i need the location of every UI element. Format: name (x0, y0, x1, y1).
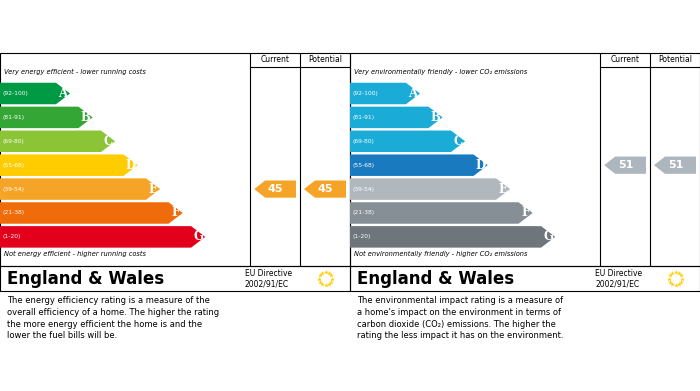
Text: The energy efficiency rating is a measure of the
overall efficiency of a home. T: The energy efficiency rating is a measur… (7, 296, 219, 341)
Polygon shape (0, 178, 160, 200)
Text: EU Directive
2002/91/EC: EU Directive 2002/91/EC (245, 269, 292, 288)
Text: 51: 51 (668, 160, 683, 170)
Text: E: E (148, 183, 158, 196)
Text: Environmental Impact (CO₂) Rating: Environmental Impact (CO₂) Rating (360, 20, 606, 33)
Text: Energy Efficiency Rating: Energy Efficiency Rating (10, 20, 182, 33)
Text: F: F (172, 206, 180, 219)
Polygon shape (350, 202, 533, 224)
Text: (92-100): (92-100) (352, 91, 378, 96)
Text: 45: 45 (268, 184, 284, 194)
Polygon shape (0, 202, 183, 224)
Polygon shape (350, 83, 420, 104)
Text: G: G (193, 230, 203, 243)
Text: Not environmentally friendly - higher CO₂ emissions: Not environmentally friendly - higher CO… (354, 251, 527, 257)
Polygon shape (350, 226, 555, 248)
Text: (55-68): (55-68) (3, 163, 25, 168)
Text: (92-100): (92-100) (3, 91, 28, 96)
Polygon shape (350, 178, 510, 200)
Text: (21-38): (21-38) (352, 210, 375, 215)
Text: (39-54): (39-54) (3, 187, 25, 192)
Text: (1-20): (1-20) (3, 234, 21, 239)
Text: A: A (58, 87, 68, 100)
Text: D: D (125, 159, 136, 172)
Text: Very energy efficient - lower running costs: Very energy efficient - lower running co… (4, 69, 146, 75)
Polygon shape (0, 107, 92, 128)
Text: G: G (543, 230, 553, 243)
Text: B: B (430, 111, 440, 124)
Text: F: F (522, 206, 530, 219)
Text: Very environmentally friendly - lower CO₂ emissions: Very environmentally friendly - lower CO… (354, 69, 527, 75)
Text: England & Wales: England & Wales (357, 269, 514, 288)
Text: (1-20): (1-20) (352, 234, 371, 239)
Text: (69-80): (69-80) (352, 139, 375, 144)
Text: EU Directive
2002/91/EC: EU Directive 2002/91/EC (595, 269, 642, 288)
Text: Potential: Potential (658, 55, 692, 64)
Text: (81-91): (81-91) (3, 115, 25, 120)
Polygon shape (0, 83, 70, 104)
Polygon shape (254, 181, 296, 198)
Polygon shape (0, 131, 115, 152)
Polygon shape (304, 181, 346, 198)
Polygon shape (604, 156, 646, 174)
Polygon shape (350, 107, 442, 128)
Text: (21-38): (21-38) (3, 210, 25, 215)
Text: 45: 45 (318, 184, 333, 194)
Text: The environmental impact rating is a measure of
a home's impact on the environme: The environmental impact rating is a mea… (357, 296, 564, 341)
Text: England & Wales: England & Wales (7, 269, 164, 288)
Text: 51: 51 (618, 160, 634, 170)
Text: (81-91): (81-91) (352, 115, 375, 120)
Text: B: B (80, 111, 90, 124)
Text: C: C (104, 135, 113, 148)
Polygon shape (0, 154, 138, 176)
Text: (55-68): (55-68) (352, 163, 375, 168)
Text: Potential: Potential (308, 55, 342, 64)
Text: C: C (454, 135, 463, 148)
Polygon shape (350, 131, 465, 152)
Text: (39-54): (39-54) (352, 187, 375, 192)
Text: A: A (408, 87, 418, 100)
Polygon shape (350, 154, 488, 176)
Polygon shape (0, 226, 205, 248)
Polygon shape (654, 156, 696, 174)
Text: Current: Current (610, 55, 640, 64)
Text: E: E (498, 183, 508, 196)
Text: D: D (475, 159, 486, 172)
Text: (69-80): (69-80) (3, 139, 25, 144)
Text: Not energy efficient - higher running costs: Not energy efficient - higher running co… (4, 251, 146, 257)
Text: Current: Current (260, 55, 290, 64)
